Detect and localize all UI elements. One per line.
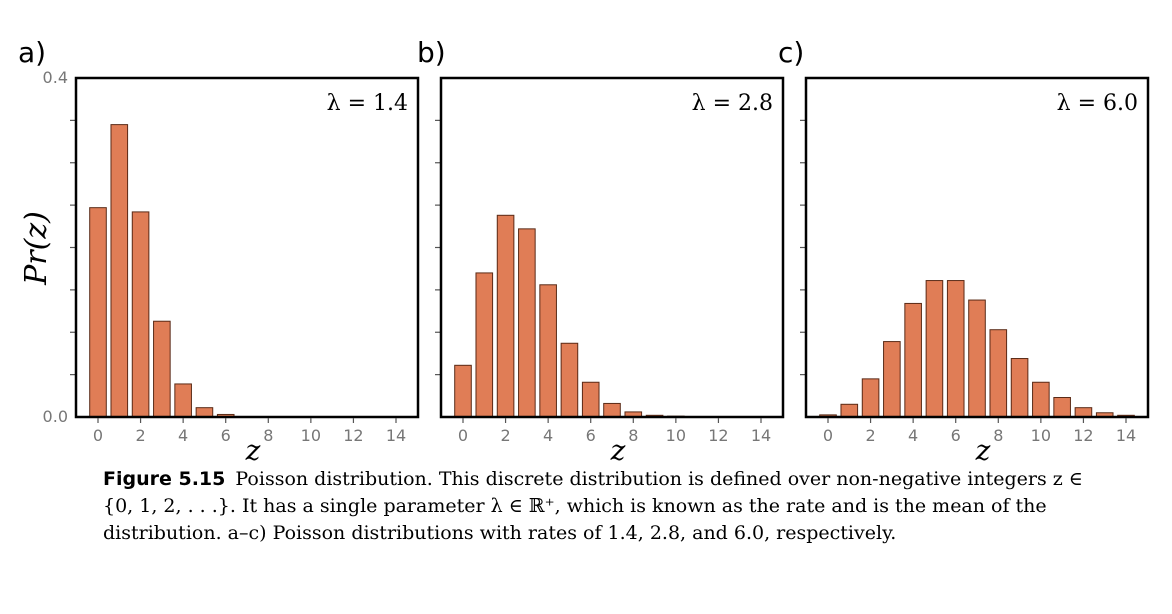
bar [1053, 397, 1071, 418]
panel-label: c) [778, 36, 804, 69]
rate-annotation: λ = 2.8 [692, 91, 773, 116]
caption-label: Figure 5.15 [103, 468, 226, 490]
x-tick-label: 2 [865, 426, 875, 445]
x-tick-label: 10 [301, 426, 321, 445]
x-tick-label: 6 [586, 426, 596, 445]
plot-frame [439, 76, 785, 419]
x-tick-label: 12 [708, 426, 728, 445]
panel-label: b) [417, 36, 446, 69]
poisson-figure: a) 0.0 0.4 Pr(z) 0 2 4 6 8 10 12 14 z λ = 1.4 b) 0 2 4 6 8 1… [18, 36, 1150, 467]
rate-annotation: λ = 1.4 [327, 91, 408, 116]
y-axis-label: Pr(z) [19, 211, 54, 286]
x-tick-label: 0 [458, 426, 468, 445]
bar [946, 280, 965, 418]
bar [603, 402, 621, 418]
bar [539, 284, 557, 418]
bar [110, 124, 129, 418]
x-tick-label: 2 [500, 426, 510, 445]
bar [1074, 407, 1093, 418]
panel-3: c) 0 2 4 6 8 10 12 14 z λ = 6.0 [778, 36, 1150, 467]
x-tick-label: 6 [951, 426, 961, 445]
x-tick-label: 10 [666, 426, 686, 445]
x-tick-label: 8 [263, 426, 273, 445]
bar [195, 407, 214, 418]
y-tick-label: 0.4 [43, 68, 68, 87]
x-axis-label: z [610, 434, 626, 467]
bar [1032, 381, 1050, 418]
bar [968, 299, 986, 418]
bar [560, 342, 579, 418]
bar [131, 211, 150, 418]
x-axis-label: z [245, 434, 261, 467]
bar [1010, 358, 1029, 418]
y-tick-label: 0.0 [43, 407, 68, 426]
caption-text: Poisson distribution. This discrete dist… [103, 468, 1083, 544]
x-tick-label: 4 [543, 426, 553, 445]
bar [840, 403, 859, 418]
x-tick-label: 8 [628, 426, 638, 445]
x-tick-label: 0 [823, 426, 833, 445]
bar [475, 272, 494, 418]
x-tick-label: 6 [221, 426, 231, 445]
plot-frame [804, 76, 1150, 419]
x-tick-label: 2 [135, 426, 145, 445]
x-axis-label: z [975, 434, 991, 467]
x-tick-label: 12 [1073, 426, 1093, 445]
x-tick-label: 14 [386, 426, 406, 445]
x-tick-label: 0 [93, 426, 103, 445]
x-tick-label: 10 [1031, 426, 1051, 445]
x-tick-label: 4 [178, 426, 188, 445]
panel-label: a) [18, 36, 46, 69]
bar [925, 280, 944, 418]
x-tick-label: 14 [1116, 426, 1136, 445]
bar [581, 381, 600, 418]
bar [454, 364, 472, 418]
x-tick-label: 12 [343, 426, 363, 445]
bar [496, 214, 515, 418]
bar [989, 329, 1008, 418]
rate-annotation: λ = 6.0 [1057, 91, 1138, 116]
panel-2: b) 0 2 4 6 8 10 12 14 z λ = 2.8 [417, 36, 785, 467]
bar [861, 378, 880, 418]
figure-caption: Figure 5.15 Poisson distribution. This d… [103, 466, 1093, 547]
bar [518, 228, 536, 418]
bar [904, 302, 922, 418]
bar [89, 207, 107, 418]
x-tick-label: 4 [908, 426, 918, 445]
plot-frame [74, 76, 420, 419]
panel-1: a) 0.0 0.4 Pr(z) 0 2 4 6 8 10 12 14 z λ = 1.4 [18, 36, 420, 467]
x-tick-label: 14 [751, 426, 771, 445]
bar [883, 341, 901, 418]
bar [174, 383, 192, 418]
x-tick-label: 8 [993, 426, 1003, 445]
bar [153, 320, 171, 418]
